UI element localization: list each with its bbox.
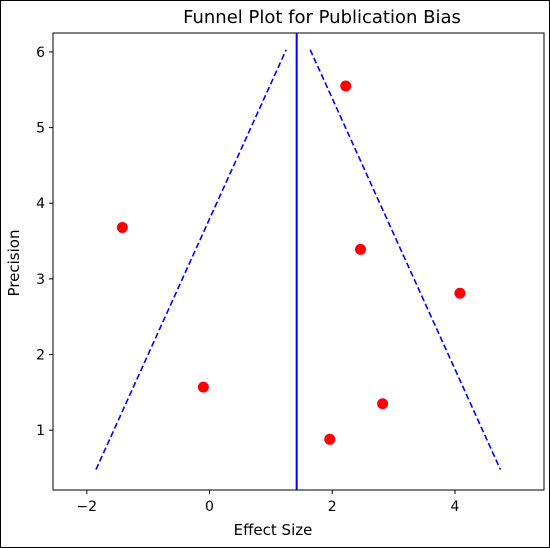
plot-area: [52, 32, 545, 491]
y-tick-label: 4: [36, 196, 45, 212]
funnel-left-line: [95, 49, 287, 470]
data-point: [454, 287, 466, 299]
x-tick-label: 4: [451, 499, 460, 515]
data-point: [324, 433, 336, 445]
x-tick-label: −2: [76, 499, 97, 515]
funnel-right-line: [309, 49, 502, 470]
y-axis-title: Precision: [5, 230, 23, 297]
y-tick-label: 2: [36, 348, 45, 364]
y-tick-label: 1: [36, 423, 45, 439]
data-point: [197, 381, 209, 393]
plot-area-border: [52, 32, 545, 491]
x-tick-label: 2: [328, 499, 337, 515]
chart-title: Funnel Plot for Publication Bias: [183, 7, 461, 28]
x-tick-label: 0: [205, 499, 214, 515]
y-tick-label: 6: [36, 45, 45, 61]
x-axis-title: Effect Size: [234, 521, 313, 539]
data-point: [340, 80, 352, 92]
y-tick-label: 3: [36, 272, 45, 288]
data-point: [354, 243, 366, 255]
data-point: [377, 398, 389, 410]
data-point: [116, 221, 128, 233]
y-tick-label: 5: [36, 121, 45, 137]
y-axis: 1 2 3 4 5 6: [36, 45, 53, 439]
series-layer: [95, 33, 502, 490]
x-axis: −2 0 2 4: [76, 490, 460, 515]
